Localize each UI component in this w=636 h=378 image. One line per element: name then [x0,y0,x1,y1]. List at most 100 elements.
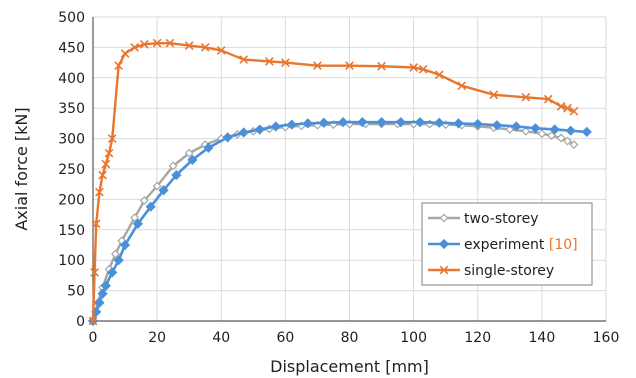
data-point [104,148,114,158]
data-point [313,61,322,71]
data-point [345,61,354,71]
data-point [216,46,226,55]
data-point [491,120,503,131]
series-group [87,38,592,327]
data-point [139,196,149,206]
data-point [203,142,214,153]
data-point [489,90,499,100]
data-point [556,133,566,143]
x-tick-label: 0 [89,330,98,346]
y-tick-label: 100 [58,253,85,269]
data-point [97,288,108,299]
data-point [238,127,249,138]
data-point [119,239,131,251]
data-point [337,117,349,128]
data-point [569,106,579,116]
x-tick-label: 40 [212,330,230,346]
axis-labels: Displacement [mm] Axial force [kN] [12,107,429,376]
data-point [565,125,576,136]
series-experiment [87,117,592,327]
data-point [94,297,105,308]
x-tick-label: 120 [464,330,491,346]
x-tick-label: 80 [341,330,359,346]
x-tick-label: 60 [276,330,294,346]
legend-item: experiment [10] [428,237,578,253]
legend-reference: [10] [544,237,577,253]
data-point [377,61,386,71]
data-point [549,124,560,135]
data-point [543,94,553,104]
data-point [110,249,120,259]
data-point [453,118,464,129]
data-point [556,102,566,111]
data-point [113,255,124,266]
data-point [132,218,143,229]
data-point [120,49,130,58]
legend-marker [438,238,450,250]
data-point [505,125,515,134]
data-point [530,123,541,134]
data-point [158,185,169,196]
y-tick-label: 300 [58,132,85,148]
data-point [563,103,572,113]
x-axis-title: Displacement [mm] [270,357,429,376]
data-point [145,201,156,212]
data-point [457,81,467,91]
data-point [521,92,531,102]
data-point [302,118,313,129]
y-tick-label: 150 [58,223,85,239]
data-point [91,219,101,229]
legend-label: experiment [10] [464,237,578,253]
data-point [168,161,178,171]
data-point [95,187,104,197]
y-tick-label: 50 [67,284,85,300]
data-point [107,134,117,143]
data-point [184,148,194,158]
y-tick-label: 200 [58,192,85,208]
data-point [200,43,210,52]
data-point [434,117,445,128]
data-point [286,119,297,130]
data-point [222,132,233,143]
data-point [264,57,274,66]
series-single-storey [88,38,579,326]
legend: two-storey experiment [10] single-storey [421,202,593,286]
data-point [472,118,483,130]
data-point [270,121,281,132]
data-point [569,140,579,150]
y-axis-title: Axial force [kN] [12,107,31,230]
x-tick-label: 160 [593,330,620,346]
data-point [537,129,547,139]
axes: 0 50 100 150 200 250 300 350 400 450 500 0 20 40 60 80 1… [58,10,619,346]
data-point [511,121,522,132]
data-point [254,124,265,135]
x-tick-label: 20 [148,330,166,346]
data-point [357,117,368,128]
data-point [98,170,107,180]
data-point [101,159,111,169]
data-point [376,117,387,128]
data-point [165,38,175,48]
legend-label: two-storey [464,211,539,227]
data-point [130,43,140,52]
y-tick-label: 0 [76,314,85,330]
data-point [139,39,149,49]
y-tick-label: 500 [58,10,85,26]
data-point [130,213,140,223]
data-point [171,169,182,181]
data-point [409,63,418,72]
data-point [418,64,428,74]
legend-marker [439,213,449,223]
data-point [395,117,406,128]
data-point [90,267,99,277]
data-point [414,117,426,128]
legend-label: single-storey [464,263,554,279]
data-point [434,70,444,80]
data-point [107,267,118,278]
data-point [581,126,592,138]
legend-marker [439,265,449,275]
y-tick-label: 250 [58,162,85,178]
data-point [88,316,98,326]
